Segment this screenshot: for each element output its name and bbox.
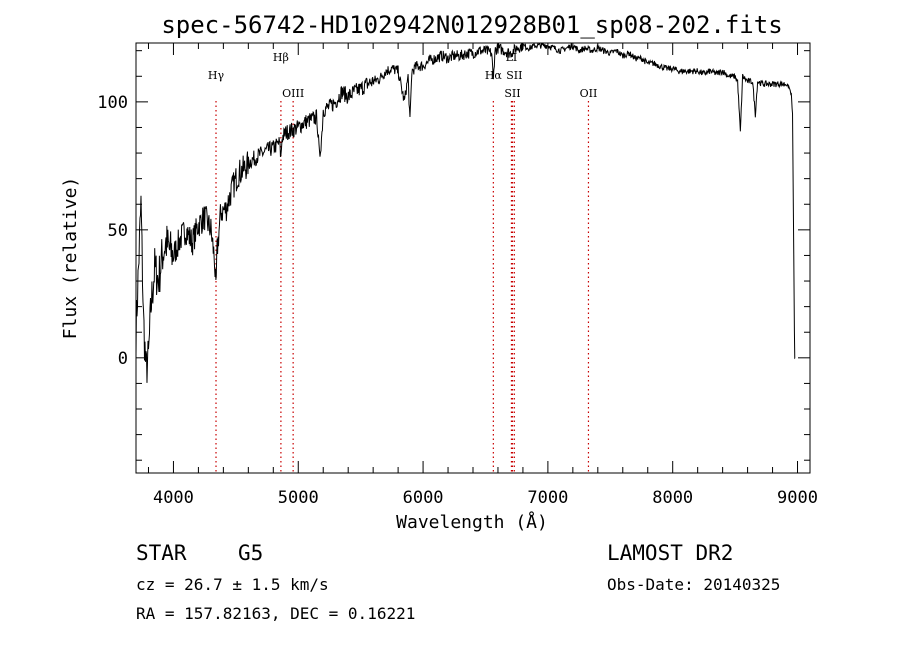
series-layer bbox=[136, 43, 796, 383]
x-tick-label: 6000 bbox=[403, 488, 444, 508]
line-marker-label: Hβ bbox=[273, 51, 289, 64]
line-marker-label: SII bbox=[504, 87, 520, 100]
y-axis-label: Flux (relative) bbox=[60, 177, 81, 340]
line-marker-label: OII bbox=[580, 87, 598, 100]
line-marker-label: SII bbox=[506, 69, 522, 82]
object-subclass: G5 bbox=[238, 541, 264, 565]
x-tick-label: 8000 bbox=[652, 488, 693, 508]
spectrum-line bbox=[136, 43, 796, 383]
y-tick-label: 0 bbox=[118, 349, 128, 369]
plot-frame bbox=[135, 42, 811, 474]
x-axis: 4000 5000 6000 7000 8000 9000 bbox=[147, 43, 818, 508]
line-marker-label: LI bbox=[506, 51, 518, 64]
x-tick-label: 4000 bbox=[153, 488, 194, 508]
redshift-cz: cz = 26.7 ± 1.5 km/s bbox=[136, 575, 329, 594]
line-marker-label: OIII bbox=[282, 87, 304, 100]
y-tick-label: 50 bbox=[108, 221, 128, 241]
x-tick-label: 5000 bbox=[278, 488, 319, 508]
coordinates: RA = 157.82163, DEC = 0.16221 bbox=[136, 604, 416, 623]
x-axis-label: Wavelength (Å) bbox=[396, 511, 548, 533]
object-class: STAR bbox=[136, 541, 187, 565]
x-tick-label: 9000 bbox=[777, 488, 818, 508]
line-marker-label: Hγ bbox=[208, 69, 225, 82]
observation-date: Obs-Date: 20140325 bbox=[607, 575, 781, 594]
y-axis: 0 50 100 bbox=[97, 50, 810, 461]
chart-title: spec-56742-HD102942N012928B01_sp08-202.f… bbox=[161, 11, 782, 39]
x-tick-label: 7000 bbox=[527, 488, 568, 508]
survey-name: LAMOST DR2 bbox=[607, 541, 734, 565]
y-tick-label: 100 bbox=[97, 93, 128, 113]
